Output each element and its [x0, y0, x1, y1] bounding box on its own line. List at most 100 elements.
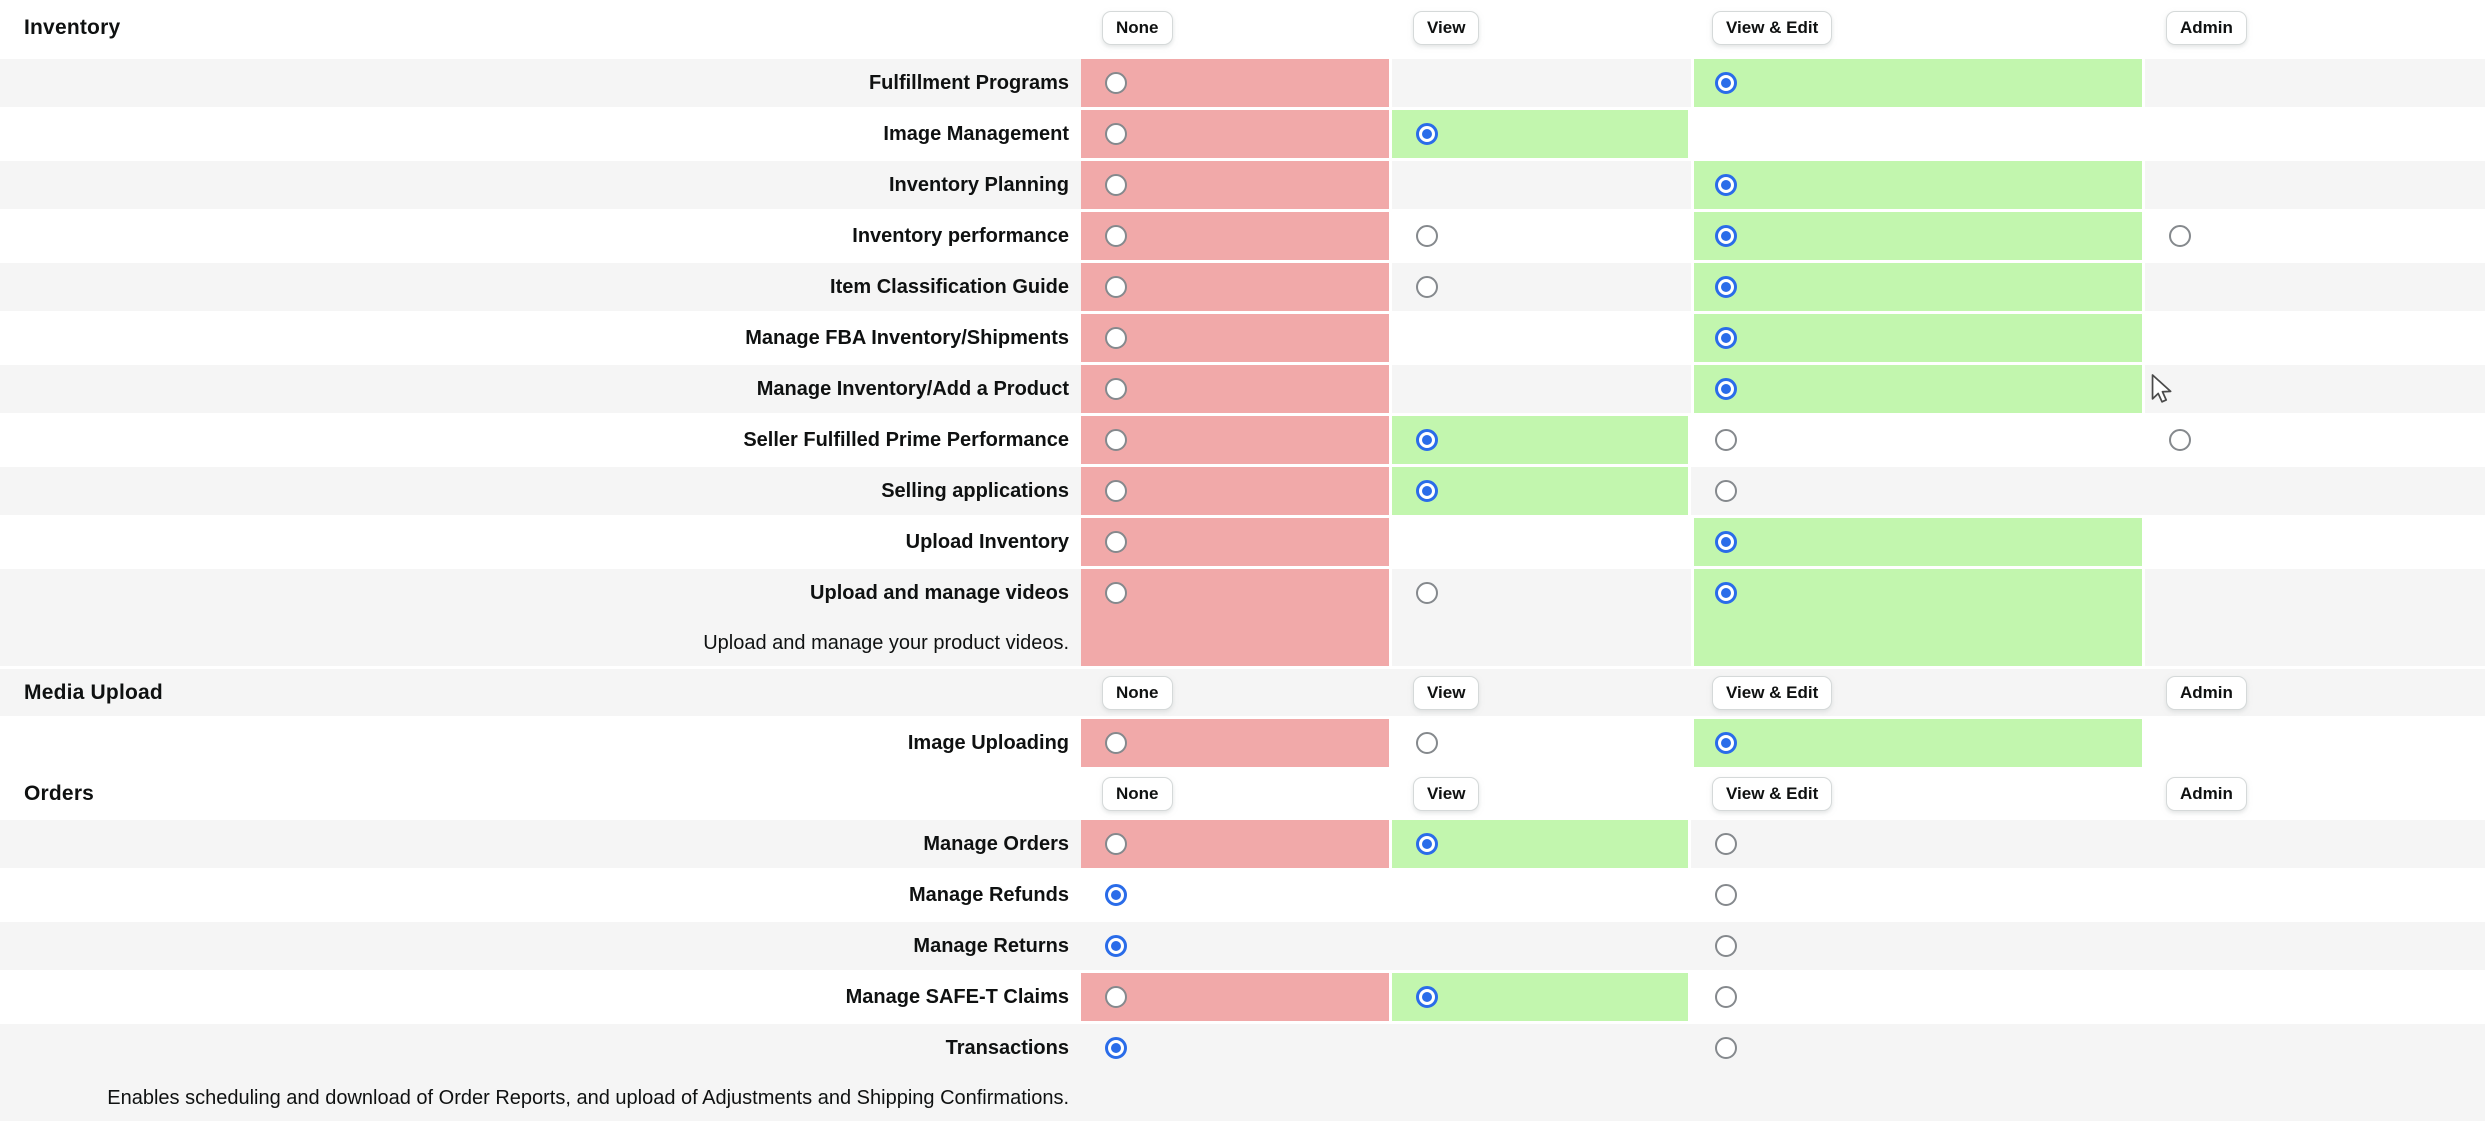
radio-viewedit-unchecked[interactable]: [1715, 429, 1737, 451]
cell-view: [1392, 263, 1691, 311]
radio-viewedit-checked[interactable]: [1715, 732, 1737, 754]
permission-label-cell: Manage Inventory/Add a Product: [0, 365, 1081, 413]
radio-viewedit-checked[interactable]: [1715, 378, 1737, 400]
radio-viewedit-unchecked[interactable]: [1715, 1037, 1737, 1059]
cell-admin: [2145, 59, 2485, 107]
permission-label-cell: Manage Refunds: [0, 871, 1081, 919]
permission-row-inventory-performance: Inventory performance: [0, 212, 2485, 263]
permission-label: Manage Inventory/Add a Product: [756, 378, 1069, 400]
column-button-viewedit[interactable]: View & Edit: [1712, 776, 1833, 811]
permission-label: Inventory Planning: [888, 174, 1069, 196]
permission-label: Upload and manage videos: [810, 582, 1069, 604]
radio-none-checked[interactable]: [1105, 935, 1127, 957]
radio-view-checked[interactable]: [1416, 429, 1438, 451]
radio-none-unchecked[interactable]: [1105, 986, 1127, 1008]
cell-none: [1081, 212, 1392, 260]
cell-none: [1081, 365, 1392, 413]
permission-label-cell: Manage Returns: [0, 922, 1081, 970]
cell-admin: [2145, 212, 2485, 260]
cell-viewedit: [1691, 314, 2145, 362]
column-button-viewedit[interactable]: View & Edit: [1712, 11, 1833, 45]
radio-view-checked[interactable]: [1416, 833, 1438, 855]
cell-admin: [2145, 161, 2485, 209]
radio-viewedit-unchecked[interactable]: [1715, 884, 1737, 906]
permission-row-manage-returns: Manage Returns: [0, 922, 2485, 973]
cell-none: [1081, 416, 1392, 464]
header-cell-admin: Admin: [2145, 776, 2485, 811]
radio-none-checked[interactable]: [1105, 1037, 1127, 1059]
radio-view-checked[interactable]: [1416, 480, 1438, 502]
radio-none-unchecked[interactable]: [1105, 531, 1127, 553]
radio-view-checked[interactable]: [1416, 123, 1438, 145]
radio-admin-unchecked[interactable]: [2169, 429, 2191, 451]
radio-admin-unchecked[interactable]: [2169, 225, 2191, 247]
column-button-none[interactable]: None: [1102, 11, 1173, 45]
cell-none: [1081, 871, 1392, 919]
radio-viewedit-checked[interactable]: [1715, 531, 1737, 553]
radio-viewedit-unchecked[interactable]: [1715, 986, 1737, 1008]
cell-view: [1392, 569, 1691, 666]
radio-view-unchecked[interactable]: [1416, 276, 1438, 298]
radio-none-unchecked[interactable]: [1105, 833, 1127, 855]
cell-view: [1392, 467, 1691, 515]
radio-viewedit-checked[interactable]: [1715, 327, 1737, 349]
radio-none-unchecked[interactable]: [1105, 174, 1127, 196]
radio-viewedit-checked[interactable]: [1715, 225, 1737, 247]
cell-viewedit: [1691, 518, 2145, 566]
cell-view: [1392, 161, 1691, 209]
cell-none: [1081, 314, 1392, 362]
cell-none: [1081, 518, 1392, 566]
column-button-viewedit[interactable]: View & Edit: [1712, 675, 1833, 710]
cell-viewedit: [1691, 1024, 2145, 1121]
cell-admin: [2145, 416, 2485, 464]
header-cell-admin: Admin: [2145, 11, 2485, 45]
cell-none: [1081, 263, 1392, 311]
permission-label: Upload Inventory: [905, 531, 1069, 553]
permission-label-cell: Inventory Planning: [0, 161, 1081, 209]
column-button-admin[interactable]: Admin: [2166, 11, 2247, 45]
radio-none-unchecked[interactable]: [1105, 429, 1127, 451]
radio-none-unchecked[interactable]: [1105, 582, 1127, 604]
radio-view-unchecked[interactable]: [1416, 225, 1438, 247]
radio-viewedit-checked[interactable]: [1715, 582, 1737, 604]
permission-label-cell: Item Classification Guide: [0, 263, 1081, 311]
column-button-view[interactable]: View: [1413, 776, 1480, 811]
radio-none-checked[interactable]: [1105, 884, 1127, 906]
cell-view: [1392, 922, 1691, 970]
permission-label: Selling applications: [881, 480, 1069, 502]
radio-none-unchecked[interactable]: [1105, 276, 1127, 298]
permission-row-upload-and-manage-videos: Upload and manage videos Upload and mana…: [0, 569, 2485, 669]
cell-view: [1392, 518, 1691, 566]
radio-viewedit-unchecked[interactable]: [1715, 935, 1737, 957]
radio-viewedit-checked[interactable]: [1715, 276, 1737, 298]
radio-viewedit-unchecked[interactable]: [1715, 833, 1737, 855]
cell-view: [1392, 416, 1691, 464]
radio-none-unchecked[interactable]: [1105, 123, 1127, 145]
permission-row-manage-fba-inventory-shipments: Manage FBA Inventory/Shipments: [0, 314, 2485, 365]
radio-viewedit-unchecked[interactable]: [1715, 480, 1737, 502]
cell-viewedit: [1691, 871, 2145, 919]
radio-viewedit-checked[interactable]: [1715, 72, 1737, 94]
cell-view: [1392, 59, 1691, 107]
radio-none-unchecked[interactable]: [1105, 327, 1127, 349]
radio-none-unchecked[interactable]: [1105, 72, 1127, 94]
radio-viewedit-checked[interactable]: [1715, 174, 1737, 196]
radio-view-unchecked[interactable]: [1416, 582, 1438, 604]
radio-view-unchecked[interactable]: [1416, 732, 1438, 754]
column-button-admin[interactable]: Admin: [2166, 675, 2247, 710]
permission-row-manage-inventory-add-a-product: Manage Inventory/Add a Product: [0, 365, 2485, 416]
permission-row-seller-fulfilled-prime-performance: Seller Fulfilled Prime Performance: [0, 416, 2485, 467]
column-button-view[interactable]: View: [1413, 11, 1480, 45]
radio-view-checked[interactable]: [1416, 986, 1438, 1008]
column-button-admin[interactable]: Admin: [2166, 776, 2247, 811]
radio-none-unchecked[interactable]: [1105, 225, 1127, 247]
radio-none-unchecked[interactable]: [1105, 732, 1127, 754]
cell-viewedit: [1691, 59, 2145, 107]
column-button-none[interactable]: None: [1102, 776, 1173, 811]
column-button-none[interactable]: None: [1102, 675, 1173, 710]
permission-row-item-classification-guide: Item Classification Guide: [0, 263, 2485, 314]
permission-label: Manage SAFE-T Claims: [845, 986, 1069, 1008]
radio-none-unchecked[interactable]: [1105, 480, 1127, 502]
column-button-view[interactable]: View: [1413, 675, 1480, 710]
radio-none-unchecked[interactable]: [1105, 378, 1127, 400]
